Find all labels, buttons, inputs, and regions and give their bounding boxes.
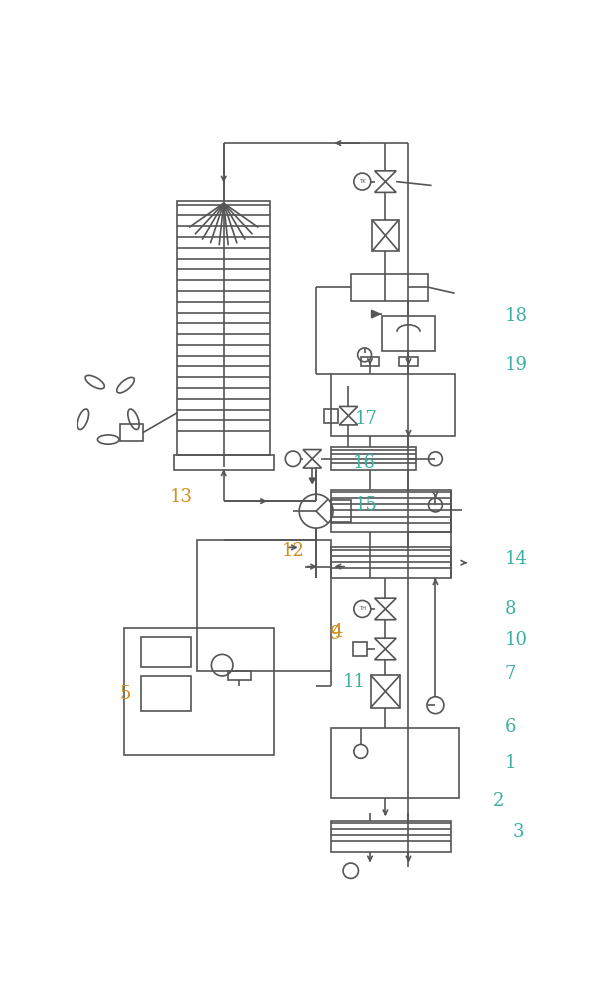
- Polygon shape: [371, 310, 380, 318]
- Bar: [331, 447, 416, 470]
- Text: 11: 11: [343, 673, 366, 691]
- Bar: [331, 490, 451, 532]
- Text: TH: TH: [359, 606, 366, 611]
- Text: 4: 4: [331, 623, 343, 641]
- Polygon shape: [309, 478, 315, 483]
- Text: 2: 2: [493, 792, 504, 810]
- Bar: [351, 274, 428, 301]
- Bar: [331, 821, 451, 852]
- Text: 10: 10: [505, 631, 527, 649]
- Bar: [228, 671, 251, 680]
- Text: 12: 12: [282, 542, 304, 560]
- Text: TK: TK: [359, 179, 365, 184]
- Bar: [331, 500, 351, 522]
- Text: 14: 14: [505, 550, 527, 568]
- Bar: [371, 675, 400, 708]
- Text: 19: 19: [505, 356, 527, 374]
- Text: 13: 13: [170, 488, 193, 506]
- Text: 8: 8: [505, 600, 516, 618]
- Bar: [372, 220, 399, 251]
- Text: 1: 1: [505, 754, 516, 772]
- Text: 6: 6: [505, 718, 516, 736]
- Bar: [399, 357, 418, 366]
- Bar: [353, 642, 367, 656]
- Text: 17: 17: [354, 410, 378, 428]
- Text: 18: 18: [505, 307, 527, 325]
- Bar: [120, 424, 143, 441]
- Bar: [331, 728, 458, 798]
- Bar: [174, 455, 274, 470]
- Text: 16: 16: [353, 454, 376, 472]
- Bar: [361, 357, 379, 366]
- Text: 15: 15: [354, 496, 378, 514]
- Bar: [331, 374, 455, 436]
- Bar: [141, 676, 191, 711]
- Bar: [197, 540, 331, 671]
- Bar: [324, 409, 337, 423]
- Bar: [177, 201, 270, 455]
- Bar: [331, 547, 451, 578]
- Bar: [382, 316, 435, 351]
- Text: 3: 3: [512, 823, 524, 841]
- Bar: [141, 637, 191, 667]
- Bar: [124, 628, 274, 755]
- Text: 7: 7: [505, 665, 516, 683]
- Text: 5: 5: [120, 685, 131, 703]
- Text: 9: 9: [330, 625, 342, 643]
